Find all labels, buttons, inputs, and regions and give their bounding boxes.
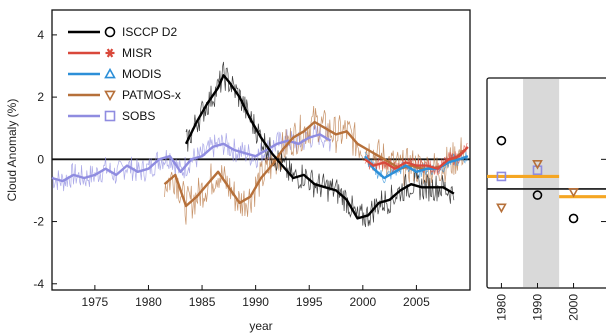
side-point-square-1980 bbox=[496, 171, 507, 182]
y-axis-title: Cloud Anomaly (%) bbox=[5, 99, 19, 202]
x-tick-label: 1975 bbox=[82, 295, 109, 309]
series-line-modis bbox=[364, 155, 469, 180]
y-tick-label: 2 bbox=[37, 90, 44, 104]
side-point-square-1990 bbox=[532, 165, 543, 176]
series-line-misr bbox=[364, 146, 469, 170]
side-x-tick-label: 2000 bbox=[567, 294, 581, 321]
y-tick-label: 0 bbox=[37, 152, 44, 166]
legend-marker-isccp-d2 bbox=[104, 26, 116, 38]
legend-label-patmos-x: PATMOS-x bbox=[122, 88, 181, 102]
x-axis-title: year bbox=[249, 319, 272, 333]
legend-label-misr: MISR bbox=[122, 46, 152, 60]
side-point-circle-2000 bbox=[568, 213, 579, 224]
main-panel: 1975 1980 1985 1990 1995 2000 2005 4 2 0 -2 -4 year C… bbox=[5, 9, 471, 333]
legend-label-modis: MODIS bbox=[122, 67, 161, 81]
x-tick-label: 1995 bbox=[296, 295, 323, 309]
x-tick-label: 2005 bbox=[403, 295, 430, 309]
y-tick-label: 4 bbox=[37, 28, 44, 42]
shaded-period bbox=[523, 79, 560, 287]
x-tick-label: 2000 bbox=[349, 295, 376, 309]
side-point-circle-1990 bbox=[532, 190, 543, 200]
x-tick-label: 1980 bbox=[135, 295, 162, 309]
legend-label-sobs: SOBS bbox=[122, 109, 155, 123]
legend-label-isccp-d2: ISCCP D2 bbox=[122, 25, 177, 39]
series-line-patmos-x bbox=[163, 120, 466, 208]
legend-marker-sobs bbox=[104, 110, 116, 122]
legend-marker-modis bbox=[104, 67, 116, 79]
side-point-triangle-down-1990 bbox=[532, 160, 543, 170]
side-point-triangle-down-2000 bbox=[568, 188, 579, 198]
legend-marker-patmos-x bbox=[104, 90, 116, 102]
legend-marker-misr-ray bbox=[106, 48, 114, 58]
y-tick-label: -4 bbox=[33, 277, 44, 291]
legend: ISCCP D2 MISR MODIS PATMOS-x SOBS bbox=[68, 25, 181, 123]
series-line-sobs bbox=[51, 133, 332, 183]
x-tick-label: 1985 bbox=[189, 295, 216, 309]
x-tick-label: 1990 bbox=[242, 295, 269, 309]
y-tick-label: -2 bbox=[33, 215, 44, 229]
legend-marker-misr bbox=[105, 48, 115, 58]
side-panel: 1980 1990 2000 bbox=[486, 77, 606, 321]
side-x-tick-label: 1980 bbox=[494, 294, 508, 321]
side-point-circle-1980 bbox=[496, 135, 507, 146]
side-point-triangle-down-1980 bbox=[496, 203, 507, 214]
series-line-isccp-d2 bbox=[184, 74, 455, 220]
side-x-tick-label: 1990 bbox=[530, 294, 544, 321]
